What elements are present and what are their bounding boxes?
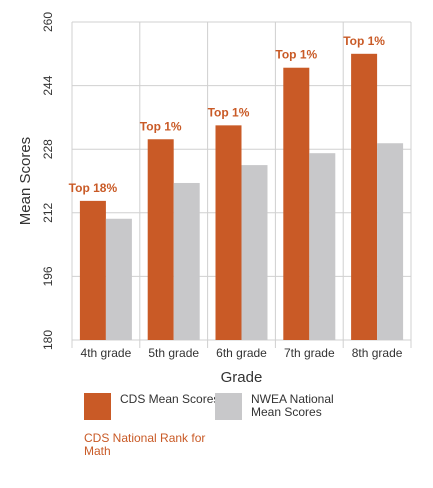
x-axis-title: Grade — [221, 369, 263, 386]
x-tick-label: 4th grade — [81, 346, 132, 360]
y-tick-label: 244 — [41, 75, 55, 95]
legend-item-cds: CDS Mean Scores — [84, 393, 220, 420]
bar-nwea — [241, 165, 268, 340]
rank-label: Top 18% — [69, 181, 118, 195]
y-tick-label: 228 — [41, 139, 55, 159]
bar-cds — [79, 200, 106, 340]
bar-cds — [283, 67, 310, 341]
legend-item-nwea: NWEA National Mean Scores — [215, 393, 351, 420]
rank-label: Top 1% — [275, 48, 317, 62]
legend-label-nwea: NWEA National Mean Scores — [251, 392, 334, 419]
bar-nwea — [377, 143, 404, 340]
bar-cds — [147, 139, 174, 340]
legend-swatch-cds — [84, 393, 111, 420]
rank-note: CDS National Rank for Math — [84, 431, 206, 458]
legend-swatch-nwea — [215, 393, 242, 420]
legend-label-cds: CDS Mean Scores — [120, 392, 220, 406]
bar-nwea — [309, 153, 336, 340]
x-tick-label: 7th grade — [284, 346, 335, 360]
y-tick-label: 180 — [41, 330, 55, 350]
bar-nwea — [173, 182, 200, 340]
x-tick-label: 5th grade — [148, 346, 199, 360]
rank-label: Top 1% — [208, 105, 250, 119]
bar-chart: 180 196 212 228 244 260 Top 18% 4th grade Top 1%… — [17, 12, 412, 386]
x-tick-label: 6th grade — [216, 346, 267, 360]
bar-nwea — [105, 218, 132, 340]
rank-label: Top 1% — [343, 34, 385, 48]
y-tick-label: 212 — [41, 202, 55, 222]
y-tick-label: 196 — [41, 266, 55, 286]
rank-label: Top 1% — [140, 119, 182, 133]
y-axis-title: Mean Scores — [17, 137, 34, 225]
x-tick-label: 8th grade — [352, 346, 403, 360]
bar-cds — [215, 125, 242, 340]
y-tick-label: 260 — [41, 12, 55, 32]
bar-cds — [351, 53, 378, 341]
